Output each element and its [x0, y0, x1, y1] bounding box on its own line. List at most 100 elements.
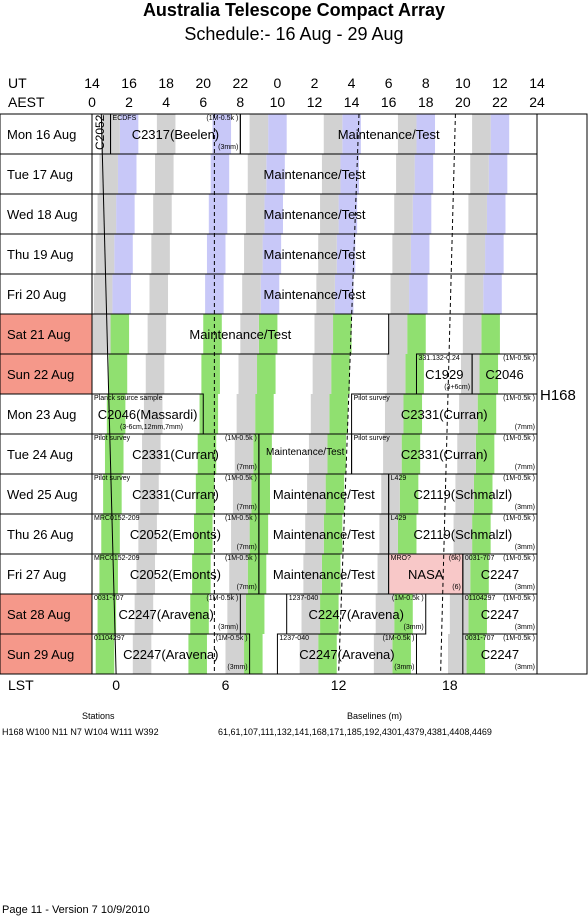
night-stripe [386, 354, 406, 394]
ut-tick: 16 [121, 75, 137, 91]
block-config-label: (1M-0.5k ) [503, 515, 535, 522]
dark-stripe [401, 434, 421, 474]
block-band-label: (3mm) [514, 504, 535, 511]
dark-stripe [333, 314, 352, 354]
night-stripe [227, 594, 246, 634]
page-subtitle: Schedule:- 16 Aug - 29 Aug [184, 24, 404, 44]
day-label: Sat 21 Aug [7, 327, 71, 342]
block-source-label: MRO? [390, 555, 411, 562]
dark-stripe [251, 474, 270, 514]
dark-stripe [416, 114, 436, 154]
night-stripe [244, 234, 263, 274]
block-config-label: (1M-0.5k ) [224, 475, 257, 482]
block-source-label: 1237-040 [279, 635, 309, 642]
weekend-label-bg [0, 314, 92, 354]
block-config-label: (1M-0.5k ) [382, 635, 415, 642]
block-label: C2247(Aravena) [308, 607, 404, 622]
night-stripe [464, 274, 484, 314]
day-label: Sun 29 Aug [7, 647, 75, 662]
day-label: Sat 28 Aug [7, 607, 71, 622]
block-config-label: (1M-0.5k ) [503, 395, 535, 402]
dark-stripe [407, 314, 426, 354]
ut-tick: 12 [492, 75, 508, 91]
dark-stripe [472, 514, 491, 554]
night-stripe [155, 154, 174, 194]
night-stripe [92, 314, 111, 354]
block-band-label: (3-6cm,12mm,7mm) [120, 424, 184, 431]
night-stripe [225, 634, 245, 674]
dark-stripe [245, 594, 265, 634]
block-label: Maintenance/Test [266, 447, 345, 458]
dark-stripe [470, 554, 489, 594]
dark-stripe [112, 274, 131, 314]
dark-stripe [188, 634, 207, 674]
baselines-label: Baselines (m) [347, 711, 403, 721]
dark-stripe [110, 314, 130, 354]
block-band-label: (7mm) [236, 464, 257, 471]
block-source-label: 0031-707 [464, 555, 495, 562]
block-config-label: (1M-0.5k ) [215, 635, 248, 642]
night-stripe [312, 354, 332, 394]
ut-tick: 22 [232, 75, 249, 91]
dark-stripe [475, 434, 495, 474]
day-label: Wed 18 Aug [7, 207, 78, 222]
stations-list: H168 W100 N11 N7 W104 W111 W392 [2, 727, 159, 737]
ut-tick: 2 [310, 75, 319, 91]
dark-stripe [192, 554, 211, 594]
dark-stripe [485, 234, 504, 274]
dark-stripe [95, 634, 115, 674]
night-stripe [247, 154, 267, 194]
night-stripe [316, 274, 335, 314]
block-band-label: (3mm) [218, 144, 239, 151]
night-stripe [136, 554, 156, 594]
block-band-label: (3mm) [514, 544, 535, 551]
night-stripe [229, 554, 248, 594]
night-stripe [132, 634, 152, 674]
block-config-label: (1M-0.5k ) [206, 115, 239, 122]
block-band-label: (3mm) [394, 664, 415, 671]
block-band-label: (3mm) [218, 624, 239, 631]
baselines-list: 61,61,107,111,132,141,168,171,185,192,43… [218, 727, 492, 737]
dark-stripe [320, 594, 339, 634]
block-config-label: (6k) [448, 555, 461, 562]
night-stripe [153, 194, 172, 234]
lst-line [100, 113, 117, 675]
block-source-label: Pilot survey [353, 435, 390, 442]
block-label: C2331(Curran) [400, 407, 488, 422]
night-stripe [320, 194, 339, 234]
night-stripe [99, 154, 118, 194]
day-label: Sun 22 Aug [7, 367, 75, 382]
block-label: C2046 [485, 367, 524, 382]
lst-line [440, 113, 456, 675]
dark-stripe [257, 354, 276, 394]
block-label: NASA [408, 567, 444, 582]
dark-stripe [253, 434, 272, 474]
night-stripe [390, 274, 410, 314]
block-label: C2331(Curran) [132, 447, 219, 462]
dark-stripe [321, 554, 341, 594]
night-stripe [305, 514, 324, 554]
block-label: C2046(Massardi) [97, 407, 198, 422]
block-source-label: 01104297 [464, 595, 496, 602]
block-band-label: (3mm) [514, 584, 535, 591]
aest-tick: 22 [492, 94, 508, 110]
night-stripe [310, 394, 330, 434]
dark-stripe [410, 234, 430, 274]
day-label: Tue 17 Aug [7, 167, 74, 182]
dark-stripe [117, 154, 137, 194]
dark-stripe [479, 354, 499, 394]
dark-stripe [394, 594, 413, 634]
night-stripe [466, 234, 486, 274]
block-source-label: 0031-707 [464, 635, 495, 642]
block-source-label: 0031-707 [94, 595, 124, 602]
block-band-label: (3mm) [227, 664, 248, 671]
block-source-label: MRC0152-209 [94, 515, 140, 522]
block-config-label: (1M-0.5k ) [206, 595, 239, 602]
ut-tick: 6 [384, 75, 393, 91]
dark-stripe [195, 474, 215, 514]
dark-stripe [405, 354, 424, 394]
dark-stripe [116, 194, 135, 234]
block-band-label: (6) [452, 584, 461, 591]
dark-stripe [244, 634, 263, 674]
dark-stripe [323, 514, 343, 554]
